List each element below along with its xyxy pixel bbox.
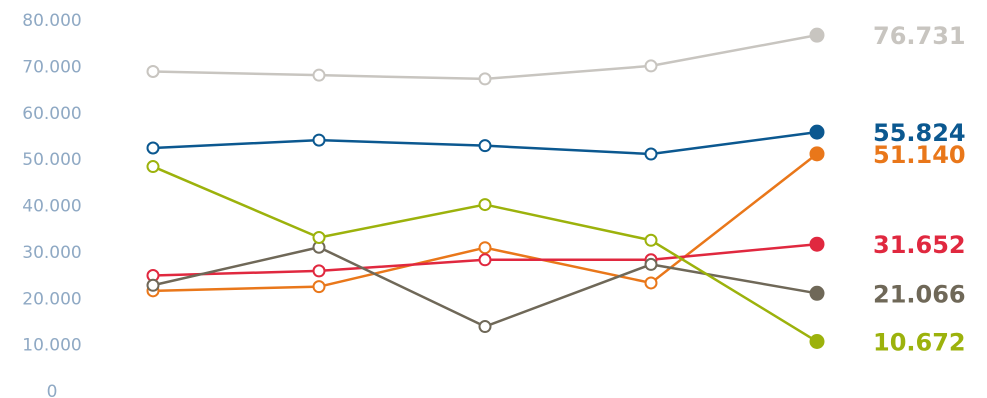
series-point (644, 233, 658, 247)
series-line (152, 152, 818, 293)
series-point (644, 276, 658, 290)
series-end-label: 55.824 (873, 119, 966, 147)
y-tick-label: 70.000 (22, 57, 81, 77)
y-tick-label: 80.000 (22, 11, 81, 31)
series-point (146, 278, 160, 292)
series-point (146, 141, 160, 155)
series-end-label: 76.731 (873, 22, 966, 50)
series-end-point (809, 285, 825, 301)
series-point (478, 72, 492, 86)
series-point (312, 133, 326, 147)
series-point (478, 198, 492, 212)
series-point (146, 64, 160, 78)
series-end-point (809, 334, 825, 350)
y-axis: 0 10.000 20.000 30.000 40.000 50.000 60.000 70.… (22, 11, 81, 398)
y-tick-label: 0 (47, 382, 58, 398)
y-tick-label: 10.000 (22, 336, 81, 356)
series-point (312, 264, 326, 278)
series-end-label: 10.672 (873, 329, 966, 357)
series-end-label: 31.652 (873, 231, 966, 259)
series-end-label: 21.066 (873, 280, 966, 308)
series-line (152, 33, 818, 81)
y-tick-label: 50.000 (22, 150, 81, 170)
series-end-point (809, 236, 825, 252)
series-point (478, 241, 492, 255)
series-point (644, 59, 658, 73)
series-point (478, 253, 492, 267)
series-line-group (146, 236, 825, 283)
series-line-group (146, 27, 825, 86)
y-tick-label: 30.000 (22, 243, 81, 263)
series-line-group (146, 160, 825, 350)
series-point (312, 68, 326, 82)
series-point (644, 147, 658, 161)
y-tick-label: 20.000 (22, 289, 81, 309)
series-point (146, 160, 160, 174)
series-line-group (146, 124, 825, 161)
series-end-point (809, 27, 825, 43)
series-point (312, 280, 326, 294)
series-end-label: 51.140 (873, 141, 966, 169)
series-point (312, 230, 326, 244)
series-line-group (146, 146, 825, 298)
series-point (644, 257, 658, 271)
series-end-point (809, 146, 825, 162)
y-tick-label: 40.000 (22, 197, 81, 217)
series-point (478, 320, 492, 334)
y-tick-label: 60.000 (22, 104, 81, 124)
series-end-point (809, 124, 825, 140)
series-layer (146, 27, 825, 350)
series-point (478, 139, 492, 153)
